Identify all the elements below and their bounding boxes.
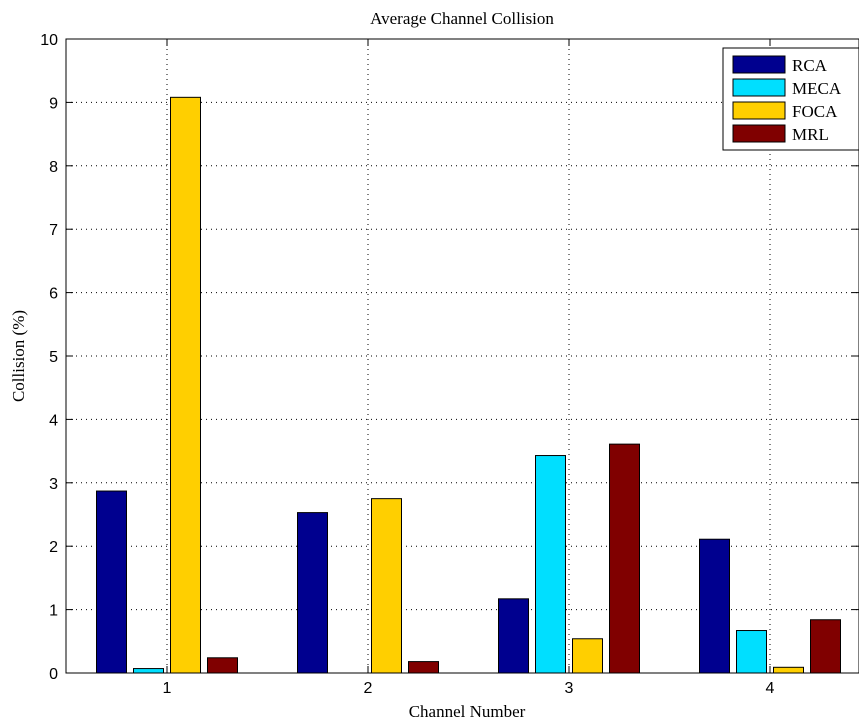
- bars: [96, 96, 841, 674]
- bar-mrl-2: [408, 661, 439, 674]
- x-axis-ticks: 1 2 3 4: [163, 39, 775, 697]
- x-tick-label: 1: [163, 680, 172, 697]
- bar-foca-2: [371, 498, 402, 674]
- legend-label-foca: FOCA: [792, 102, 838, 121]
- y-tick-label: 5: [49, 349, 58, 366]
- bar-meca-4: [736, 630, 767, 674]
- bar-foca-3: [572, 638, 603, 674]
- bar-mrl-3: [609, 443, 640, 674]
- bar-rca-2: [297, 512, 328, 674]
- x-tick-label: 3: [565, 680, 574, 697]
- x-tick-label: 2: [364, 680, 373, 697]
- bar-mrl-4: [810, 619, 841, 674]
- y-tick-label: 2: [49, 539, 58, 556]
- y-tick-label: 8: [49, 159, 58, 176]
- x-tick-label: 4: [766, 680, 775, 697]
- y-tick-label: 4: [49, 412, 58, 429]
- y-axis-label: Collision (%): [9, 310, 28, 402]
- bar-rca-4: [699, 538, 730, 674]
- y-tick-label: 6: [49, 286, 58, 303]
- y-axis-ticks: 0 1 2 3 4 5 6 7 8 9 10: [40, 32, 859, 683]
- x-axis-label: Channel Number: [409, 702, 526, 721]
- legend-label-meca: MECA: [792, 79, 842, 98]
- legend-label-mrl: MRL: [792, 125, 829, 144]
- legend-swatch-mrl: [732, 124, 786, 143]
- legend-swatch-meca: [732, 78, 786, 97]
- y-tick-label: 0: [49, 666, 58, 683]
- legend: RCA MECA FOCA MRL: [722, 47, 859, 151]
- bar-foca-4: [773, 666, 804, 674]
- bar-rca-1: [96, 490, 127, 674]
- bar-mrl-1: [207, 657, 238, 674]
- bar-meca-1: [133, 668, 164, 674]
- y-tick-label: 10: [40, 32, 58, 49]
- bar-meca-3: [535, 455, 566, 674]
- y-tick-label: 7: [49, 222, 58, 239]
- bar-rca-3: [498, 598, 529, 674]
- legend-swatch-rca: [732, 55, 786, 74]
- chart-title: Average Channel Collision: [370, 9, 554, 28]
- y-tick-label: 1: [49, 603, 58, 620]
- legend-label-rca: RCA: [792, 56, 828, 75]
- y-tick-label: 9: [49, 95, 58, 112]
- legend-swatch-foca: [732, 101, 786, 120]
- bar-foca-1: [170, 96, 201, 674]
- y-tick-label: 3: [49, 476, 58, 493]
